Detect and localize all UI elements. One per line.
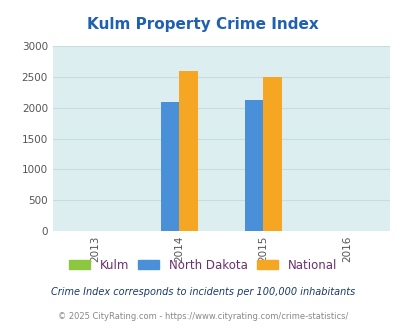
Bar [160, 102, 179, 231]
Bar [179, 71, 197, 231]
Bar [244, 100, 263, 231]
Legend: Kulm, North Dakota, National: Kulm, North Dakota, National [65, 255, 340, 275]
Bar [263, 77, 281, 231]
Text: Kulm Property Crime Index: Kulm Property Crime Index [87, 16, 318, 31]
Text: © 2025 CityRating.com - https://www.cityrating.com/crime-statistics/: © 2025 CityRating.com - https://www.city… [58, 312, 347, 321]
Text: Crime Index corresponds to incidents per 100,000 inhabitants: Crime Index corresponds to incidents per… [51, 287, 354, 297]
